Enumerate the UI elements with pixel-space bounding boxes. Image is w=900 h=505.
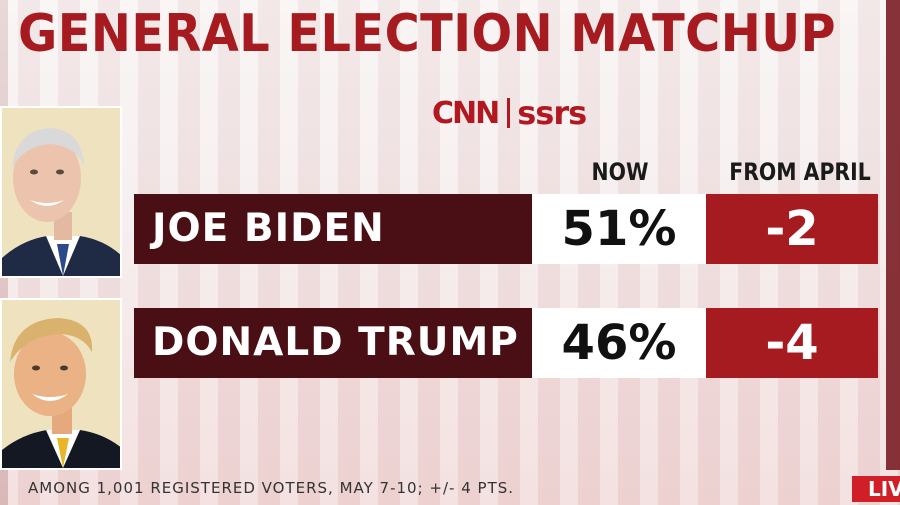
live-badge: LIVE <box>852 476 900 502</box>
right-edge <box>886 0 900 470</box>
page-title: GENERAL ELECTION MATCHUP <box>18 4 837 64</box>
candidate-row: JOE BIDEN 51% -2 <box>134 194 878 264</box>
candidate-change-from-april: -2 <box>706 194 878 264</box>
logo-divider <box>507 98 511 128</box>
candidate-photo-biden <box>0 106 122 278</box>
candidate-row: DONALD TRUMP 46% -4 <box>134 308 878 378</box>
ssrs-logo: ssrs <box>517 94 587 132</box>
cnn-ssrs-logo: CNN ssrs <box>432 94 587 132</box>
column-header-from-april: FROM APRIL <box>729 158 871 186</box>
candidate-photo-trump <box>0 298 122 470</box>
cnn-logo: CNN <box>432 95 500 131</box>
candidate-name: JOE BIDEN <box>134 194 532 264</box>
candidate-now-percent: 46% <box>532 308 706 378</box>
candidate-now-percent: 51% <box>532 194 706 264</box>
candidate-name: DONALD TRUMP <box>134 308 532 378</box>
column-header-now: NOW <box>591 158 649 186</box>
survey-footnote: AMONG 1,001 REGISTERED VOTERS, MAY 7-10;… <box>28 479 515 497</box>
candidate-change-from-april: -4 <box>706 308 878 378</box>
